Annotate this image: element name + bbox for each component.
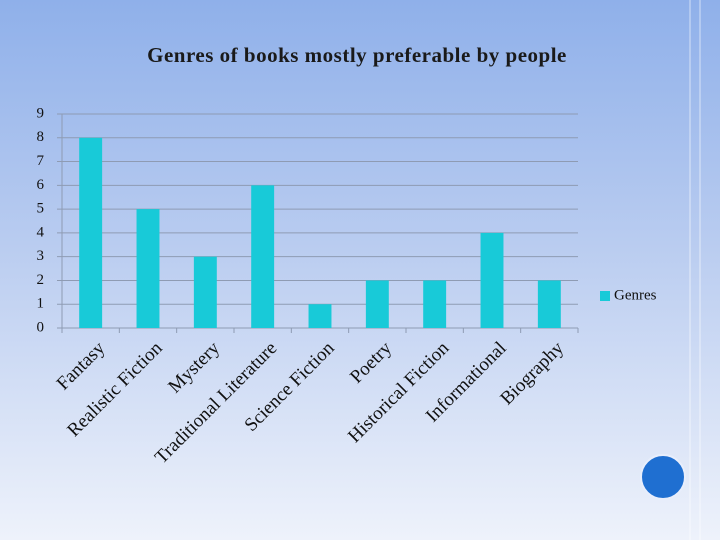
bar	[480, 232, 504, 328]
bar	[79, 137, 103, 328]
y-tick-label: 0	[37, 319, 45, 335]
y-tick-label: 6	[37, 177, 45, 193]
legend-label: Genres	[614, 287, 657, 303]
y-tick-label: 2	[37, 272, 45, 288]
y-tick-label: 7	[37, 153, 45, 169]
bar	[251, 185, 275, 328]
bar	[537, 280, 561, 328]
bar	[136, 209, 160, 328]
x-tick-label: Historical Fiction	[344, 337, 454, 447]
y-tick-label: 9	[37, 105, 45, 121]
y-tick-label: 8	[37, 129, 45, 145]
y-tick-label: 1	[37, 296, 45, 312]
bar	[193, 256, 217, 328]
legend-swatch	[600, 291, 610, 301]
bar	[423, 280, 447, 328]
y-tick-label: 5	[37, 201, 45, 217]
bar	[308, 304, 332, 328]
x-tick-label: Poetry	[346, 337, 396, 387]
chart-title: Genres of books mostly preferable by peo…	[147, 43, 567, 67]
x-tick-label: Fantasy	[53, 337, 110, 394]
decor-circle	[640, 454, 686, 500]
y-tick-label: 4	[37, 224, 45, 240]
x-tick-label: Biography	[496, 337, 568, 409]
bar	[365, 280, 389, 328]
y-tick-label: 3	[37, 248, 45, 264]
